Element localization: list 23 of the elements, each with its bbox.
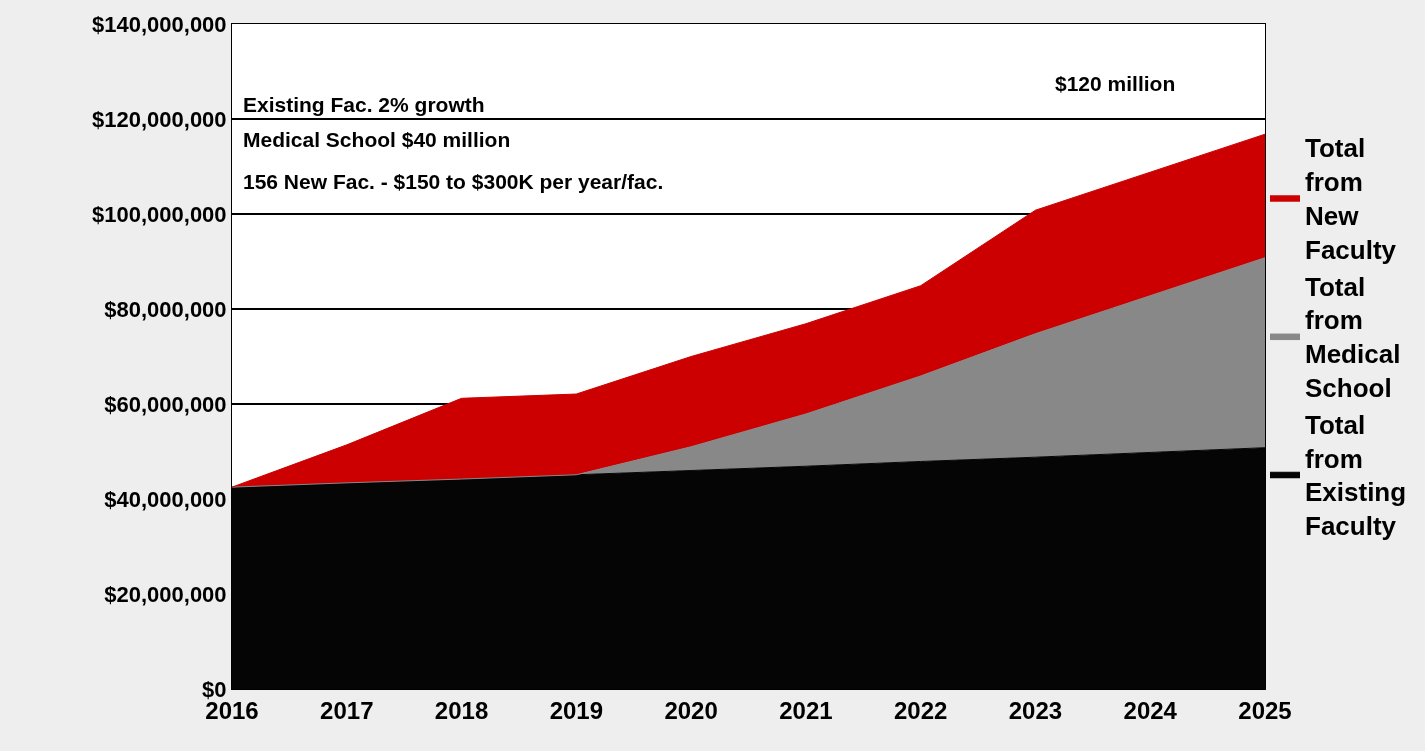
x-tick-label: 2025 bbox=[1238, 696, 1292, 724]
y-tick-label: $140,000,000 bbox=[92, 11, 227, 37]
annotation: Existing Fac. 2% growth bbox=[243, 93, 485, 116]
y-tick-label: $120,000,000 bbox=[92, 106, 227, 132]
annotation: $120 million bbox=[1055, 72, 1176, 95]
x-tick-label: 2018 bbox=[434, 696, 489, 724]
legend-label: Total from Existing Faculty bbox=[1305, 409, 1407, 542]
x-tick-label: 2022 bbox=[893, 696, 948, 724]
x-tick-label: 2021 bbox=[779, 696, 833, 724]
x-tick-label: 2023 bbox=[1008, 696, 1063, 724]
y-tick-label: $40,000,000 bbox=[104, 486, 227, 512]
annotation: Medical School $40 million bbox=[243, 128, 511, 151]
legend-label: Total from New Faculty bbox=[1305, 133, 1397, 265]
x-tick-label: 2017 bbox=[320, 696, 374, 724]
y-tick-label: $80,000,000 bbox=[104, 296, 227, 322]
legend-label: Total from Medical School bbox=[1305, 271, 1401, 403]
annotation: 156 New Fac. - $150 to $300K per year/fac. bbox=[243, 170, 664, 193]
x-tick-label: 2020 bbox=[664, 696, 718, 724]
y-tick-label: $60,000,000 bbox=[104, 391, 227, 417]
y-tick-label: $100,000,000 bbox=[92, 201, 227, 227]
x-tick-label: 2024 bbox=[1123, 696, 1178, 724]
x-tick-label: 2019 bbox=[549, 696, 604, 724]
y-tick-label: $20,000,000 bbox=[104, 581, 227, 607]
